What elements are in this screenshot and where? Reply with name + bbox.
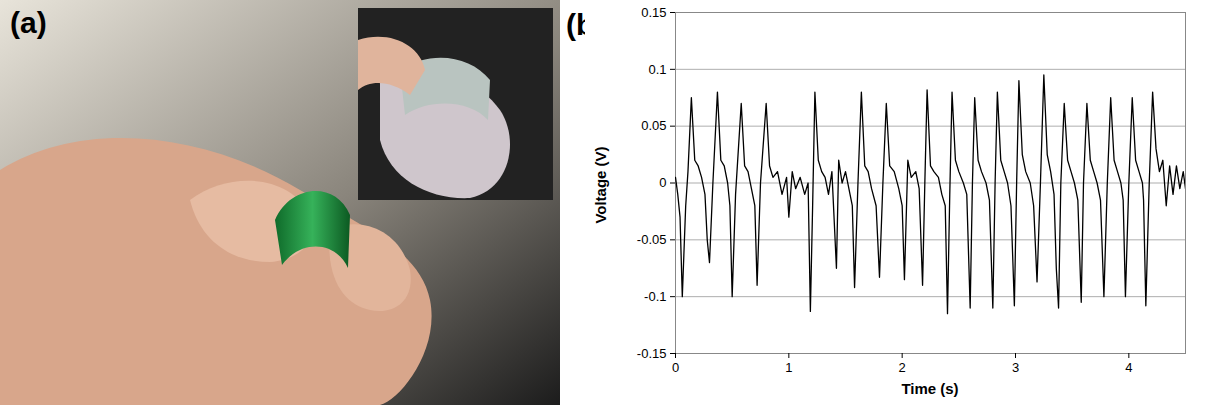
svg-text:-0.15: -0.15 [637,346,667,361]
svg-text:3: 3 [1012,360,1019,375]
svg-text:2: 2 [899,360,906,375]
svg-text:0.15: 0.15 [641,5,666,20]
svg-text:0.05: 0.05 [641,118,666,133]
html-text:(a): (a) [10,6,47,39]
html-text:(b): (b) [566,8,605,41]
svg-text:0: 0 [659,175,666,190]
svg-text:4: 4 [1125,360,1132,375]
svg-text:-0.05: -0.05 [637,232,667,247]
html-text:Time (s): Time (s) [901,380,959,397]
svg-text:0.1: 0.1 [648,61,666,76]
html-text:Voltage (V): Voltage (V) [591,146,609,224]
svg-text:-0.1: -0.1 [644,289,666,304]
svg-text:1: 1 [785,360,792,375]
svg-text:0: 0 [672,360,679,375]
